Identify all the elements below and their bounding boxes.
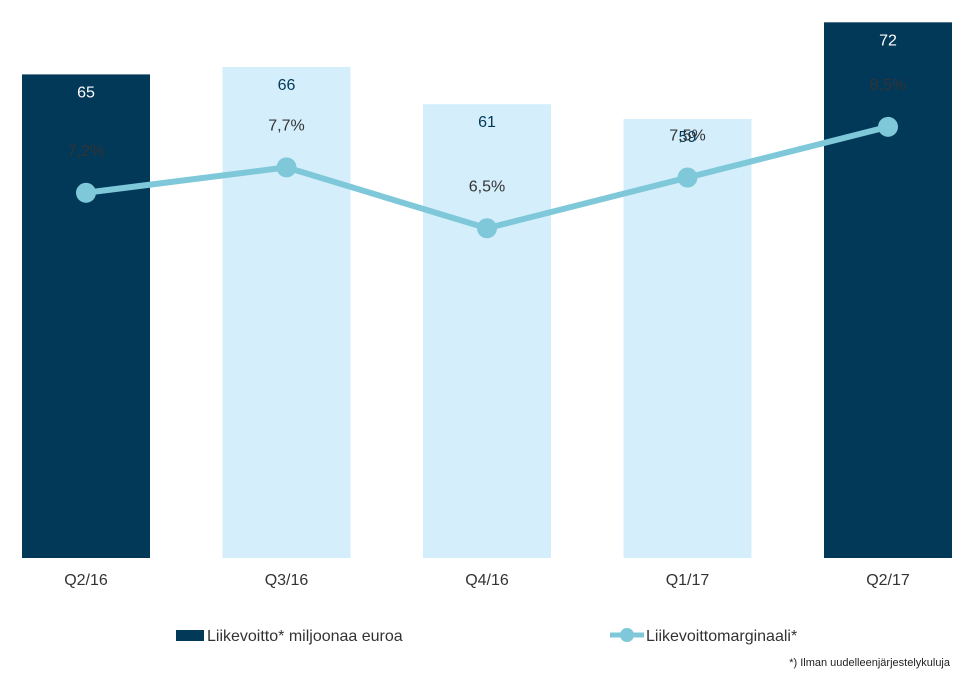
margin-value-label-1: 7,7% bbox=[268, 117, 304, 134]
margin-point-2 bbox=[477, 218, 497, 239]
bar-value-label-0: 65 bbox=[77, 84, 95, 101]
legend-line-label: Liikevoittomarginaali* bbox=[646, 628, 797, 645]
margin-value-label-0: 7,2% bbox=[68, 143, 104, 160]
bar-value-label-3: 59 bbox=[679, 129, 697, 146]
margin-value-label-3: 7,5% bbox=[669, 128, 705, 145]
margin-point-4 bbox=[878, 116, 898, 137]
footnote: *) Ilman uudelleenjärjestelykuluja bbox=[789, 657, 951, 669]
bar-3 bbox=[623, 119, 752, 558]
bar-value-label-1: 66 bbox=[278, 77, 296, 94]
bar-value-label-4: 72 bbox=[879, 32, 897, 49]
x-tick-label-3: Q1/17 bbox=[666, 572, 710, 589]
margin-point-1 bbox=[276, 157, 297, 178]
legend: Liikevoitto* miljoonaa euroa Liikevoitto… bbox=[176, 628, 797, 645]
bars-layer: 65 66 61 59 72 bbox=[22, 22, 952, 559]
legend-bar-label: Liikevoitto* miljoonaa euroa bbox=[207, 628, 403, 645]
bar-value-label-2: 61 bbox=[478, 114, 496, 131]
margin-point-3 bbox=[677, 167, 698, 188]
bar-0 bbox=[22, 74, 150, 559]
x-tick-label-4: Q2/17 bbox=[866, 572, 910, 589]
bar-4 bbox=[824, 22, 952, 558]
legend-line-marker bbox=[620, 628, 634, 642]
bar-1 bbox=[222, 66, 351, 559]
legend-bar-swatch bbox=[176, 630, 204, 641]
line-layer: 7,2% 7,7% 6,5% 7,5% 8,5% bbox=[68, 77, 906, 239]
margin-value-label-4: 8,5% bbox=[870, 77, 906, 94]
x-tick-label-2: Q4/16 bbox=[465, 572, 509, 589]
x-axis-ticks: Q2/16 Q3/16 Q4/16 Q1/17 Q2/17 bbox=[64, 572, 910, 589]
bar-2 bbox=[423, 104, 551, 558]
x-tick-label-0: Q2/16 bbox=[64, 572, 108, 589]
margin-point-0 bbox=[76, 182, 96, 203]
margin-value-label-2: 6,5% bbox=[469, 178, 505, 195]
x-tick-label-1: Q3/16 bbox=[265, 572, 309, 589]
